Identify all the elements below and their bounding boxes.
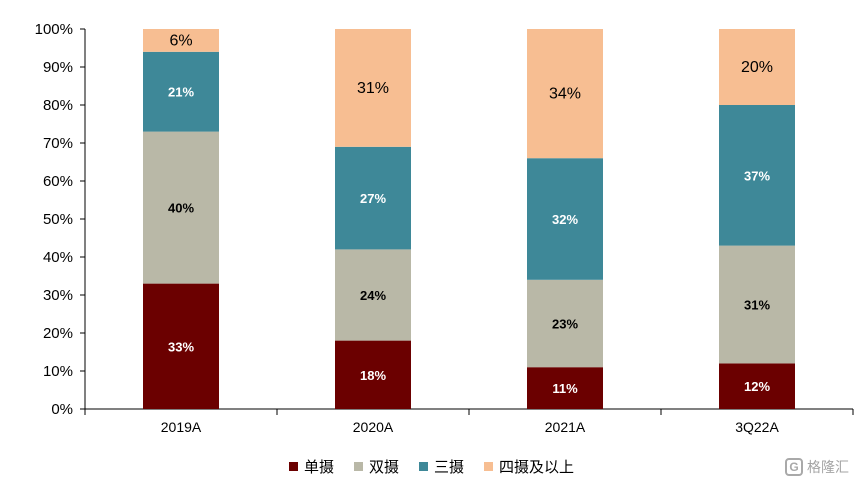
y-tick-label: 10% (43, 363, 73, 380)
data-label: 24% (360, 288, 386, 303)
y-tick-label: 60% (43, 173, 73, 190)
legend: 单摄 双摄 三摄 四摄及以上 (0, 456, 863, 477)
data-label: 33% (168, 339, 194, 354)
watermark-logo-icon: G (785, 458, 803, 476)
data-label: 23% (552, 317, 578, 332)
bar-segment (335, 146, 411, 250)
y-tick-label: 30% (43, 287, 73, 304)
legend-item: 双摄 (353, 456, 399, 477)
legend-swatch (484, 462, 494, 471)
bar-segment (143, 51, 219, 132)
legend-label: 四摄及以上 (499, 459, 575, 476)
x-tick-label: 2021A (545, 419, 586, 435)
y-tick-label: 20% (43, 325, 73, 342)
y-tick-label: 90% (43, 59, 73, 76)
bar-segment (527, 367, 603, 409)
data-label: 31% (357, 80, 389, 97)
stacked-bar-chart: 0%10%20%30%40%50%60%70%80%90%100% 2019A 2… (35, 21, 854, 435)
bar-segment (527, 279, 603, 368)
bar-segment (143, 29, 219, 52)
bar-segment (143, 131, 219, 284)
bar-segment (335, 340, 411, 409)
data-label: 18% (360, 368, 386, 383)
x-tick-label: 3Q22A (735, 419, 779, 435)
legend-swatch (353, 462, 363, 471)
data-label: 32% (552, 212, 578, 227)
bar-segment (719, 245, 795, 364)
legend-swatch (288, 462, 298, 471)
y-tick-label: 50% (43, 211, 73, 228)
bar-segment (719, 29, 795, 105)
data-label: 12% (744, 379, 770, 394)
watermark-text: 格隆汇 (807, 459, 849, 475)
legend-item: 四摄及以上 (484, 456, 574, 477)
data-label: 37% (744, 168, 770, 183)
legend-label: 双摄 (368, 459, 399, 476)
watermark: G 格隆汇 (785, 457, 849, 477)
y-axis: 0% 10% 20% 30% 40% 50% 60% 70% 80% 90% 100% (35, 21, 86, 418)
legend-item: 单摄 (288, 456, 334, 477)
bar-segment (335, 29, 411, 147)
bar-segment (527, 158, 603, 280)
bar-segment (527, 29, 603, 159)
y-tick-label: 40% (43, 249, 73, 266)
y-tick-label: 100% (35, 21, 73, 38)
legend-item: 三摄 (419, 456, 464, 477)
data-label: 27% (360, 191, 386, 206)
y-tick-label: 80% (43, 97, 73, 114)
x-tick-label: 2020A (353, 419, 394, 435)
data-label: 31% (744, 298, 770, 313)
data-label: 20% (741, 59, 773, 76)
data-label: 6% (169, 32, 192, 49)
bar-segment (719, 105, 795, 246)
x-tick-label: 2019A (161, 419, 202, 435)
legend-label: 单摄 (303, 459, 334, 476)
data-label: 21% (168, 85, 194, 100)
data-label: 40% (168, 201, 194, 216)
bar-segment (719, 363, 795, 409)
legend-label: 三摄 (434, 459, 465, 476)
y-tick-label: 0% (51, 401, 73, 418)
bars: 33% 40% 21% 6% 18% 24% 27% 31% 11% 23% 32% 34% 12% 31… (143, 29, 795, 409)
bar-segment (143, 283, 219, 409)
legend-swatch (419, 462, 428, 471)
data-label: 34% (549, 86, 581, 103)
data-label: 11% (552, 381, 578, 396)
x-axis: 2019A 2020A 2021A 3Q22A (84, 408, 854, 435)
y-tick-label: 70% (43, 135, 73, 152)
bar-segment (335, 249, 411, 341)
